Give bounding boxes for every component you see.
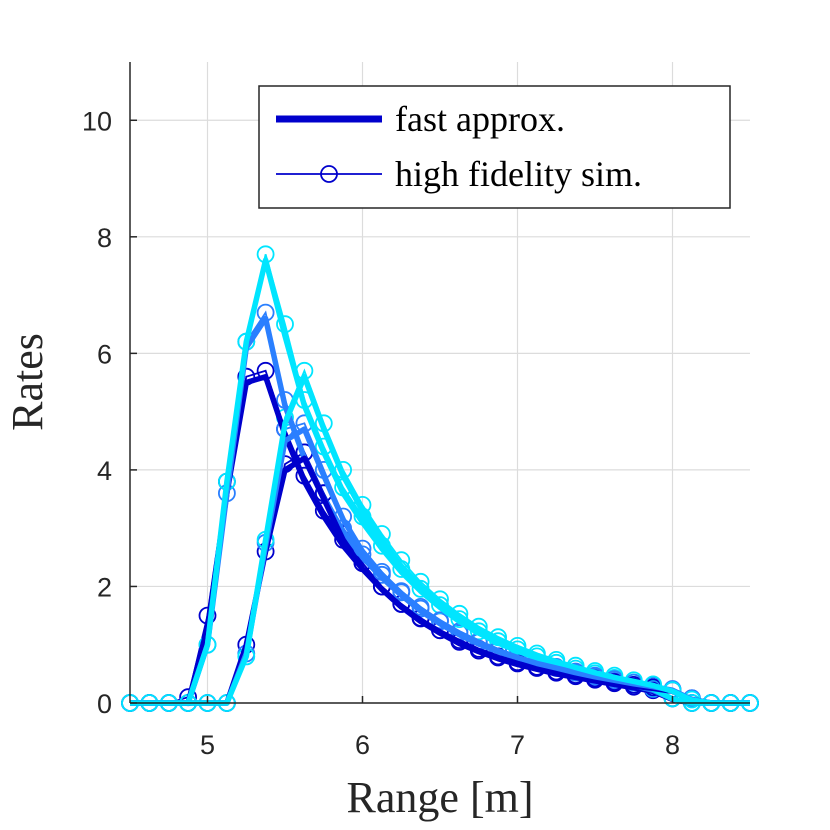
legend-high-fidelity-marker [320,165,338,183]
y-axis-title: Rates [3,333,52,431]
legend-high-fidelity-label: high fidelity sim. [395,154,642,194]
y-tick-label: 4 [97,456,112,486]
y-tick-label: 8 [97,223,112,253]
x-tick-label: 8 [665,730,680,760]
legend-fast-approx-label: fast approx. [395,99,565,139]
x-tick-label: 6 [355,730,370,760]
x-tick-label: 7 [510,730,525,760]
x-axis-title: Range [m] [347,773,534,822]
fast-approx-series [130,257,750,706]
y-tick-label: 2 [97,572,112,602]
y-tick-label: 0 [97,689,112,719]
legend-box [258,85,731,209]
y-tick-label: 6 [97,339,112,369]
tick-labels: 5 6 7 8 0 2 4 6 8 10 [82,106,680,760]
y-tick-label: 10 [82,106,112,136]
approx-line-6 [130,373,750,706]
x-tick-label: 5 [200,730,215,760]
axes [129,62,750,704]
legend: fast approx. high fidelity sim. [258,85,731,209]
